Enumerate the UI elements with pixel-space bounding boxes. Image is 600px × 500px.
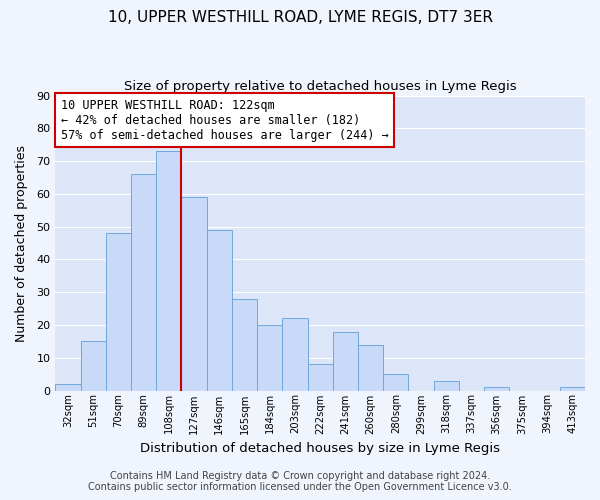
Bar bbox=[156, 152, 181, 390]
Bar bbox=[358, 344, 383, 391]
Bar bbox=[383, 374, 409, 390]
Y-axis label: Number of detached properties: Number of detached properties bbox=[15, 144, 28, 342]
Bar bbox=[434, 380, 459, 390]
Bar bbox=[560, 387, 585, 390]
Bar bbox=[55, 384, 80, 390]
Title: Size of property relative to detached houses in Lyme Regis: Size of property relative to detached ho… bbox=[124, 80, 517, 93]
Bar bbox=[333, 332, 358, 390]
Bar bbox=[181, 197, 206, 390]
Bar bbox=[283, 318, 308, 390]
Bar bbox=[206, 230, 232, 390]
Bar bbox=[131, 174, 156, 390]
Text: 10 UPPER WESTHILL ROAD: 122sqm
← 42% of detached houses are smaller (182)
57% of: 10 UPPER WESTHILL ROAD: 122sqm ← 42% of … bbox=[61, 98, 388, 142]
Bar bbox=[106, 233, 131, 390]
Text: Contains HM Land Registry data © Crown copyright and database right 2024.
Contai: Contains HM Land Registry data © Crown c… bbox=[88, 471, 512, 492]
Bar bbox=[308, 364, 333, 390]
Text: 10, UPPER WESTHILL ROAD, LYME REGIS, DT7 3ER: 10, UPPER WESTHILL ROAD, LYME REGIS, DT7… bbox=[107, 10, 493, 25]
X-axis label: Distribution of detached houses by size in Lyme Regis: Distribution of detached houses by size … bbox=[140, 442, 500, 455]
Bar bbox=[232, 298, 257, 390]
Bar bbox=[257, 325, 283, 390]
Bar bbox=[80, 342, 106, 390]
Bar bbox=[484, 387, 509, 390]
